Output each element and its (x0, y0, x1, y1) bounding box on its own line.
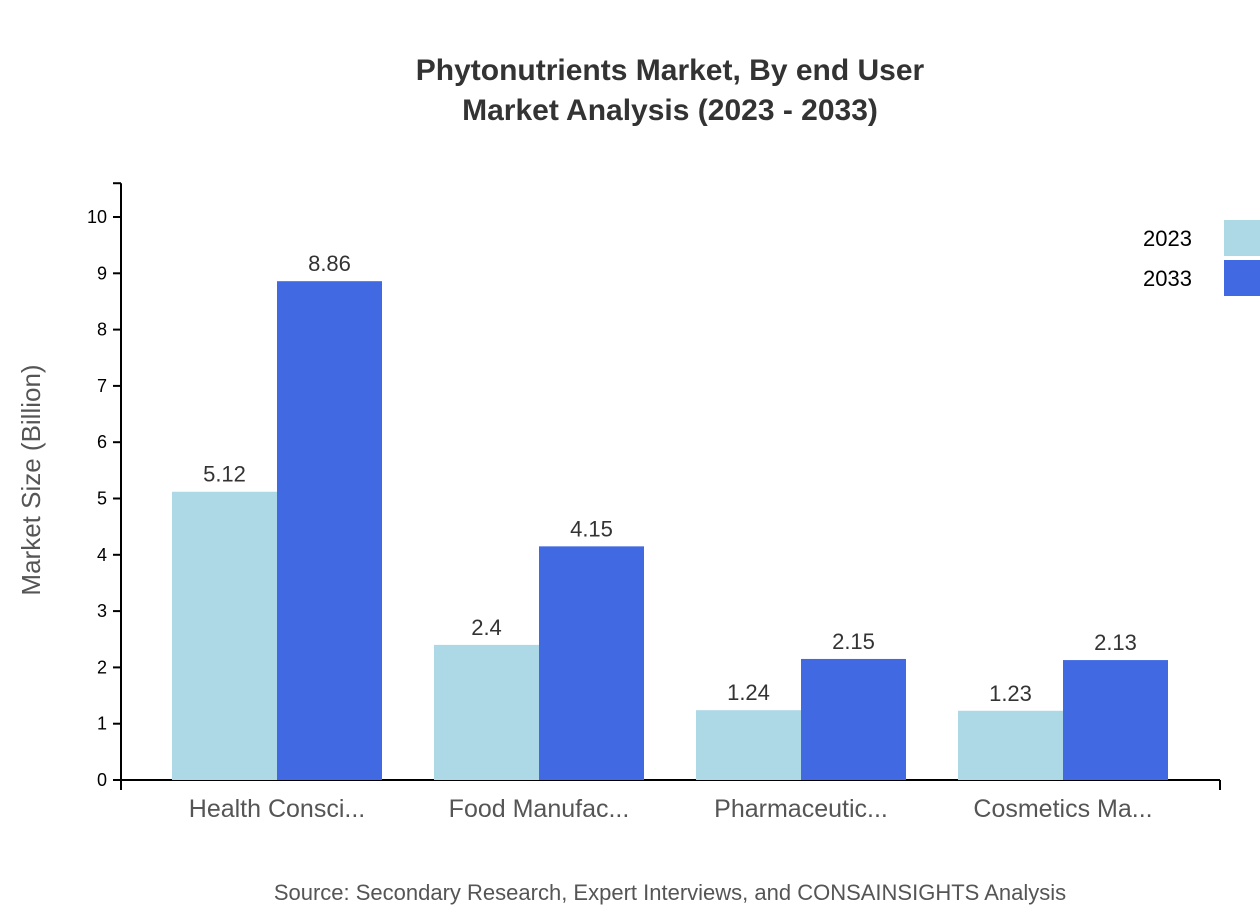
chart-subtitle: Market Analysis (2023 - 2033) (462, 94, 878, 127)
bar-2033 (539, 546, 644, 780)
bar-2033 (277, 281, 382, 780)
bar-2033 (801, 658, 906, 780)
source-note: Source: Secondary Research, Expert Inter… (274, 880, 1066, 905)
y-tick-label: 7 (97, 376, 107, 396)
y-tick-label: 4 (97, 545, 107, 565)
y-tick-label: 1 (97, 714, 107, 734)
y-axis-label: Market Size (Billion) (16, 364, 46, 595)
legend-swatch (1224, 260, 1260, 296)
bars: 5.12 8.86 2.4 4.15 1.24 2.15 1.23 2.13 (172, 251, 1168, 780)
bar-2023 (696, 710, 801, 780)
data-label: 5.12 (203, 462, 246, 487)
x-tick-label: Health Consci... (189, 795, 365, 823)
legend-label: 2033 (1143, 266, 1192, 291)
y-tick-label: 5 (97, 489, 107, 509)
y-tick-label: 6 (97, 432, 107, 452)
data-label: 1.24 (727, 680, 770, 705)
y-tick-label: 3 (97, 601, 107, 621)
x-tick-label: Pharmaceutic... (714, 795, 888, 823)
x-tick-label: Food Manufac... (449, 795, 630, 823)
bar-2033 (1063, 660, 1168, 780)
legend-swatch (1224, 220, 1260, 256)
data-label: 8.86 (308, 251, 351, 276)
y-tick-label: 0 (97, 770, 107, 790)
bar-2023 (172, 491, 277, 780)
data-label: 2.4 (471, 615, 502, 640)
legend-label: 2023 (1143, 226, 1192, 251)
y-tick-label: 9 (97, 263, 107, 283)
y-tick-label: 10 (87, 207, 107, 227)
data-label: 2.15 (832, 629, 875, 654)
bar-2023 (434, 644, 539, 780)
y-tick-label: 8 (97, 320, 107, 340)
data-label: 2.13 (1094, 630, 1137, 655)
chart-title: Phytonutrients Market, By end User (416, 54, 925, 87)
data-label: 1.23 (989, 681, 1032, 706)
legend: 2023 2033 (1143, 220, 1260, 296)
bar-2023 (958, 710, 1063, 780)
axes: 0 1 2 3 4 5 6 7 8 9 10 Health Consci... Food Manufac… (87, 182, 1221, 823)
data-label: 4.15 (570, 516, 613, 541)
y-tick-label: 2 (97, 657, 107, 677)
x-tick-label: Cosmetics Ma... (973, 795, 1152, 823)
